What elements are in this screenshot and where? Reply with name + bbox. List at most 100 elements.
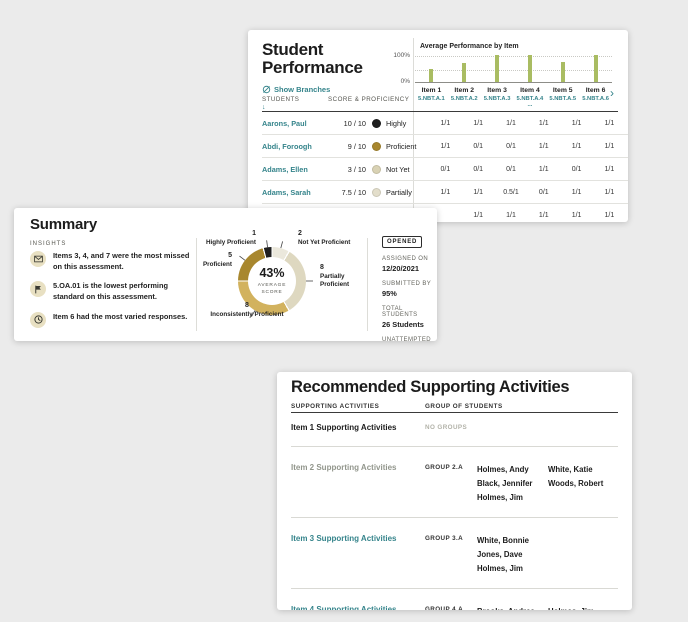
activities-header-row: SUPPORTING ACTIVITIES GROUP OF STUDENTS — [291, 403, 618, 410]
panel-title-summary: Summary — [30, 216, 97, 233]
item-header-3[interactable]: Item 3 5.NBT.A.3 — [483, 87, 511, 102]
item-header-2[interactable]: Item 2 5.NBT.A.2 — [450, 87, 478, 102]
header-divider — [262, 111, 618, 112]
eye-off-icon — [262, 85, 271, 94]
group-label: GROUP 4.A — [425, 606, 464, 610]
student-name: Woods, Robert — [548, 479, 604, 488]
segment-label-highly: 1 Highly Proficient — [205, 230, 256, 246]
segment-label-not-yet: 2 Not Yet Proficient — [298, 230, 351, 246]
students-column-2: Holmes, Jim — [548, 605, 618, 610]
y-axis-tick-100: 100% — [393, 52, 410, 59]
bar-chart-title: Average Performance by Item — [420, 43, 519, 50]
item-header-5[interactable]: Item 5 5.NBT.A.5 — [549, 87, 577, 102]
student-rows: Aarons, Paul 10 / 10 Highly 1/1 1/1 1/1 … — [248, 112, 628, 222]
proficiency-label: Partially — [386, 187, 412, 197]
student-score: 10 / 10 — [343, 118, 366, 128]
activity-link[interactable]: Item 4 Supporting Activities — [291, 605, 397, 610]
activities-column-header: SUPPORTING ACTIVITIES — [291, 403, 380, 410]
status-badge: OPENED — [382, 236, 423, 248]
insight-text: 5.OA.01 is the lowest performing standar… — [53, 281, 168, 302]
proficiency-label: Highly — [386, 118, 407, 128]
activity-label: Item 1 Supporting Activities — [291, 423, 397, 432]
student-name: Holmes, Jim — [477, 564, 523, 573]
gridline-50 — [415, 69, 612, 71]
segment-label-inconsistently: 8 Inconsistently Proficient — [210, 302, 284, 318]
assignment-status: OPENED ASSIGNED ON 12/20/2021 SUBMITTED … — [382, 230, 434, 341]
sort-descending-icon[interactable]: ↓ — [262, 104, 266, 111]
clock-icon — [30, 311, 46, 328]
table-row: Adams, Sarah 7.5 / 10 Partially 1/1 1/1 … — [262, 181, 628, 204]
item-column-headers: Item 1 5.NBT.A.1 Item 2 5.NBT.A.2 Item 3 5.… — [415, 87, 612, 108]
section-divider — [367, 238, 368, 331]
students-column-1: Holmes, Andy Black, Jennifer Holmes, Jim — [477, 463, 548, 505]
student-name: Jones, Dave — [477, 550, 523, 559]
item-header-1[interactable]: Item 1 5.NBT.A.1 — [418, 87, 445, 102]
status-field: SUBMITTED BY 95% — [382, 281, 432, 298]
proficiency-dot — [371, 187, 381, 197]
table-row: Item 4 Supporting Activities GROUP 4.A B… — [291, 589, 618, 610]
student-name: Black, Jennifer — [477, 479, 533, 488]
student-link[interactable]: Aarons, Paul — [262, 118, 307, 128]
envelope-icon — [30, 251, 46, 267]
student-name: White, Bonnie — [477, 536, 529, 545]
students-column-header[interactable]: STUDENTS ↓ — [262, 96, 328, 111]
insight-text: Items 3, 4, and 7 were the most missed o… — [53, 251, 190, 271]
chevron-right-icon[interactable]: › — [610, 86, 614, 100]
student-link[interactable]: Abdi, Foroogh — [262, 141, 312, 151]
insights-list: Items 3, 4, and 7 were the most missed o… — [30, 251, 190, 337]
y-axis-tick-0: 0% — [400, 78, 410, 85]
activity-link[interactable]: Item 3 Supporting Activities — [291, 534, 397, 543]
bar-chart — [415, 55, 612, 83]
student-score: 7.5 / 10 — [341, 187, 366, 197]
x-axis-baseline — [415, 82, 612, 83]
bar-item-2 — [462, 62, 467, 82]
table-row: Item 3 Supporting Activities GROUP 3.A W… — [291, 518, 618, 589]
group-label: NO GROUPS — [425, 424, 468, 431]
donut-center: 43% AVERAGE SCORE — [248, 257, 296, 305]
status-field: ASSIGNED ON 12/20/2021 — [382, 256, 429, 273]
bar-item-5 — [560, 62, 565, 82]
table-row: Abdi, Foroogh 9 / 10 Proficient 1/1 0/1 … — [262, 135, 628, 158]
table-row: Adams, Ellen 3 / 10 Not Yet 0/1 0/1 0/1 … — [262, 158, 628, 181]
group-label: GROUP 2.A — [425, 464, 464, 471]
insights-heading: INSIGHTS — [30, 241, 67, 247]
table-row: 1/1 1/1 1/1 1/1 1/1 — [262, 204, 628, 222]
proficiency-dot — [371, 141, 381, 151]
activity-link[interactable]: Item 2 Supporting Activities — [291, 463, 397, 472]
score-column-header: SCORE & PROFICIENCY — [328, 96, 410, 103]
groups-column-header: GROUP OF STUDENTS — [425, 403, 503, 410]
proficiency-dot — [371, 118, 381, 128]
activities-rows: Item 1 Supporting Activities NO GROUPS I… — [291, 412, 618, 610]
insight-text: Item 6 had the most varied responses. — [53, 311, 188, 321]
flag-icon — [30, 281, 46, 298]
students-column-1: White, Bonnie Jones, Dave Holmes, Jim — [477, 534, 548, 576]
bar-item-1 — [429, 68, 434, 82]
summary-panel: Summary INSIGHTS Items 3, 4, and 7 were … — [14, 208, 437, 341]
status-field: UNATTEMPTED BY 2 Students — [382, 337, 431, 341]
student-score: 9 / 10 — [347, 141, 366, 151]
group-label: GROUP 3.A — [425, 535, 464, 542]
student-score: 3 / 10 — [347, 164, 366, 174]
table-row: Item 1 Supporting Activities NO GROUPS — [291, 412, 618, 447]
student-name: Holmes, Jim — [548, 605, 618, 610]
insight-item: Item 6 had the most varied responses. — [30, 311, 190, 328]
student-name: Holmes, Andy — [477, 465, 529, 474]
student-link[interactable]: Adams, Ellen — [262, 164, 308, 174]
student-link[interactable]: Adams, Sarah — [262, 187, 311, 197]
panel-title-student-performance: Student Performance — [262, 40, 363, 78]
table-row: Item 2 Supporting Activities GROUP 2.A H… — [291, 447, 618, 518]
bar-item-4 — [527, 55, 532, 82]
show-branches-label: Show Branches — [274, 85, 331, 94]
bar-item-6 — [593, 55, 598, 82]
bar-item-3 — [495, 55, 500, 82]
segment-label-partially: 8 Partially Proficient — [320, 264, 350, 288]
student-name: White, Katie — [548, 465, 593, 474]
average-score-caption: AVERAGE SCORE — [257, 282, 287, 295]
item-header-6[interactable]: Item 6 5.NBT.A.6 — [582, 87, 609, 102]
segment-label-proficient: 5 Proficient — [202, 252, 232, 268]
proficiency-label: Not Yet — [386, 164, 410, 174]
show-branches-toggle[interactable]: Show Branches — [262, 85, 330, 94]
item-header-4[interactable]: Item 4 5.NBT.A.4 ... — [516, 87, 544, 108]
supporting-activities-panel: Recommended Supporting Activities SUPPOR… — [277, 372, 632, 610]
